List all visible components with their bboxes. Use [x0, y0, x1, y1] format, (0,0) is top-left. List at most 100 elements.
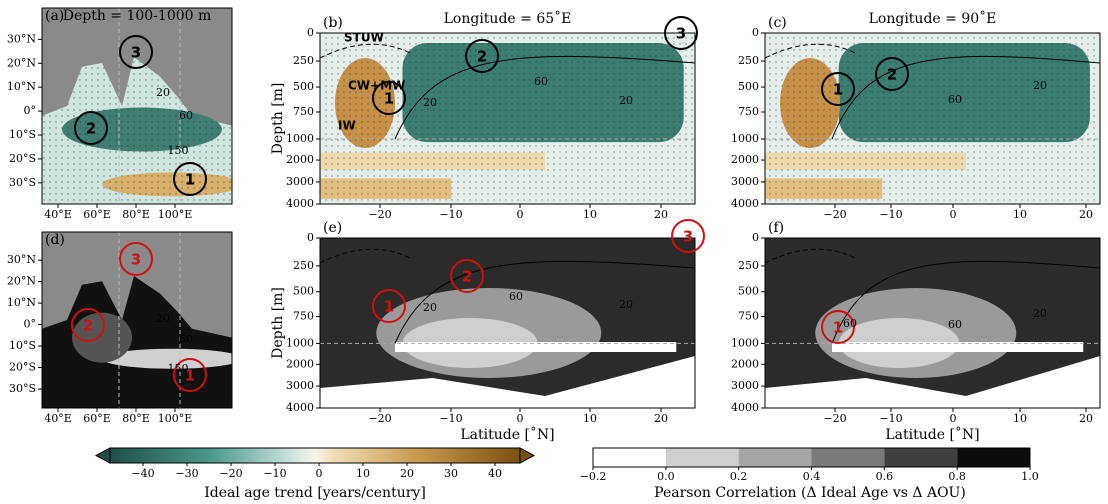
- contour-label: 60: [179, 333, 193, 346]
- no-data: [765, 356, 1100, 408]
- y-axis-label: Depth [m]: [270, 83, 286, 155]
- region-marker-label: 1: [833, 319, 843, 337]
- y-tick-label: 250: [293, 54, 314, 67]
- x-tick-label: 0: [517, 412, 524, 425]
- region-marker-label: 1: [384, 298, 394, 316]
- colorbar-tick-label: 0.6: [876, 470, 894, 483]
- colorbar-tick-label: −20: [219, 467, 242, 480]
- x-tick-label: 100°E: [158, 412, 193, 425]
- panel: 0 250 500 750 1000 2000 3000 4000 −20 −10 0 10 20 (f)…: [731, 220, 1101, 443]
- colorbar-segment: [665, 448, 739, 467]
- y-tick-label: 500: [738, 285, 759, 298]
- colorbar: [109, 447, 521, 464]
- y-tick-label: 20°N: [7, 275, 36, 288]
- region-marker: [119, 242, 153, 276]
- region-marker-label: 1: [185, 171, 195, 189]
- y-tick-label: 30°N: [7, 253, 36, 266]
- y-tick-label: 1000: [286, 336, 314, 349]
- contour-label: 150: [168, 362, 189, 375]
- y-tick-label: 3000: [731, 379, 759, 392]
- region-marker-label: 3: [676, 25, 686, 43]
- colorbar-tick-label: 0.0: [657, 470, 675, 483]
- panel: 30°N 20°N 10°N 0° 10°S 20°S 30°S 40°E 60°E 80°E 10…: [7, 231, 233, 425]
- panel-body: [320, 33, 695, 204]
- colorbar-tick-label: −0.2: [580, 470, 607, 483]
- colorbar-segment: [738, 448, 812, 467]
- region-marker-label: 2: [83, 317, 93, 335]
- region-marker: [372, 81, 406, 115]
- colorbar-tick-label: 30: [444, 467, 458, 480]
- panel-frame: [764, 237, 1101, 409]
- region-marker: [821, 72, 855, 106]
- contour-dashed: [320, 248, 411, 264]
- x-axis-label: Latitude [˚N]: [460, 426, 554, 443]
- region-marker-label: 1: [384, 90, 394, 108]
- colorbar-tick-label: −40: [131, 467, 154, 480]
- y-tick-label: 750: [738, 310, 759, 323]
- x-tick-label: 0: [950, 412, 957, 425]
- y-tick-label: 10°N: [7, 296, 36, 309]
- y-tick-label: 4000: [286, 401, 314, 414]
- y-axis-label: Depth [m]: [270, 287, 286, 359]
- colorbar-segment: [593, 448, 666, 467]
- region-marker: [74, 111, 108, 145]
- colorbar-tick-label: 0: [316, 467, 323, 480]
- colorbar-tick-label: −30: [175, 467, 198, 480]
- y-tick-label: 3000: [731, 175, 759, 188]
- region-marker-label: 2: [86, 120, 96, 138]
- y-tick-label: 250: [738, 259, 759, 272]
- x-tick-label: 10: [583, 412, 597, 425]
- region-marker-label: 2: [462, 268, 472, 286]
- y-tick-label: 0°: [24, 318, 37, 331]
- panel-title: Longitude = 65˚E: [444, 10, 572, 27]
- contour-dashed: [320, 43, 411, 59]
- water-mass-label: CW+MW: [348, 79, 405, 93]
- colorbar-label: Ideal age trend [years/century]: [204, 485, 426, 501]
- contour: [394, 55, 695, 140]
- contour-label: 20: [619, 298, 633, 311]
- y-tick-label: 2000: [286, 153, 314, 166]
- y-tick-label: 4000: [286, 197, 314, 210]
- x-tick-label: 100°E: [158, 208, 193, 221]
- x-tick-label: 80°E: [122, 412, 150, 425]
- x-tick-label: 60°E: [83, 412, 111, 425]
- region-marker: [173, 162, 207, 196]
- panel-title: Longitude = 90˚E: [869, 10, 997, 27]
- y-tick-label: 2000: [731, 357, 759, 370]
- x-tick-label: 40°E: [44, 412, 72, 425]
- contour-label: 60: [509, 290, 523, 303]
- region-marker-label: 1: [833, 81, 843, 99]
- contour-label: 60: [534, 75, 548, 88]
- region-marker-label: 3: [131, 44, 141, 62]
- x-tick-label: 0: [950, 208, 957, 221]
- y-tick-label: 250: [738, 54, 759, 67]
- x-tick-label: 20: [1079, 412, 1093, 425]
- x-tick-label: 20: [654, 208, 668, 221]
- y-tick-label: 0: [752, 26, 759, 39]
- contour-label: 60: [948, 93, 962, 106]
- corr-band: [832, 342, 1084, 352]
- x-tick-label: 40°E: [44, 208, 72, 221]
- x-tick-label: 80°E: [122, 208, 150, 221]
- panel: 0 250 500 750 1000 2000 3000 4000 −20 −10 0 10 20 (b)…: [270, 10, 698, 221]
- y-tick-label: 250: [293, 259, 314, 272]
- panel-body: [765, 33, 1100, 204]
- contour-label: 60: [843, 317, 857, 330]
- colorbar-label: Pearson Correlation (Δ Ideal Age vs Δ AO…: [654, 485, 966, 501]
- stipple: [765, 33, 1100, 204]
- y-tick-label: 750: [293, 105, 314, 118]
- colorbar-tick-label: 0.4: [803, 470, 821, 483]
- panel-body: [320, 238, 695, 408]
- region-marker-label: 3: [683, 228, 693, 246]
- y-tick-label: 500: [738, 80, 759, 93]
- colorbar-tick-label: 0.8: [948, 470, 966, 483]
- ocean-corr: [102, 348, 232, 369]
- contour-label: 20: [1033, 307, 1047, 320]
- x-tick-label: −20: [368, 208, 391, 221]
- x-tick-label: 60°E: [83, 208, 111, 221]
- region-marker-label: 1: [185, 367, 195, 385]
- colorbar-segment: [811, 448, 885, 467]
- contour: [831, 55, 1100, 140]
- water-mass-label: STUW: [344, 31, 384, 45]
